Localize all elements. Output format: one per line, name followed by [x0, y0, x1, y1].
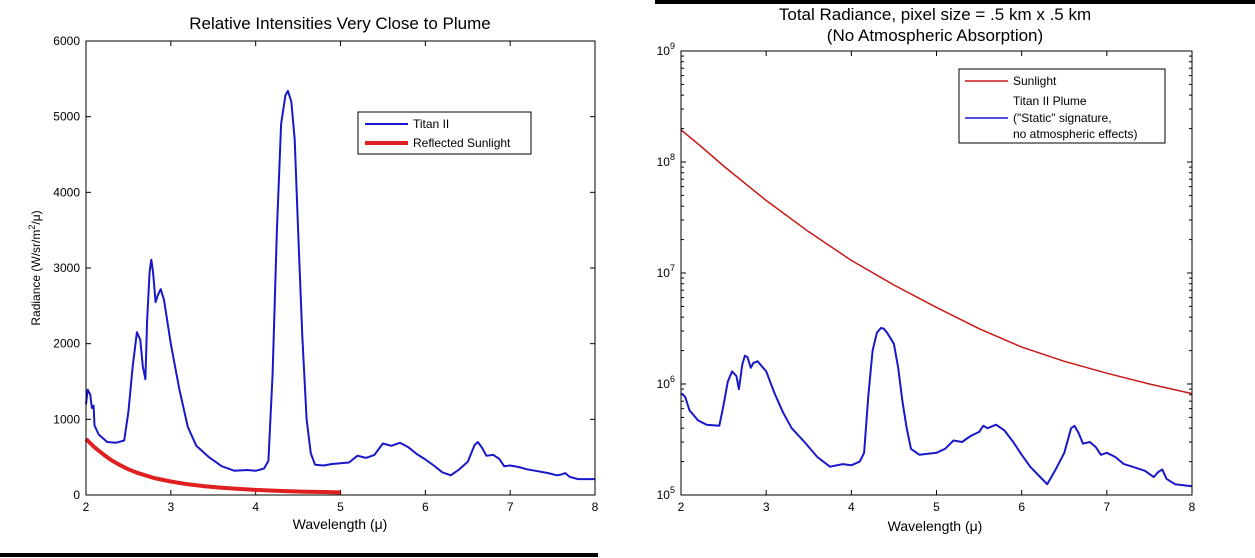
x-tick-label: 5: [337, 500, 344, 514]
legend: Sunlight Titan II Plume ("Static" signat…: [958, 68, 1166, 144]
x-tick-label: 4: [252, 500, 259, 514]
y-tick-label-exponent: 8: [670, 152, 675, 162]
y-tick-label-base: 10: [657, 266, 671, 280]
x-tick-label: 8: [1189, 500, 1196, 514]
y-tick-label: 3000: [53, 261, 80, 275]
plot-frame: [680, 50, 1193, 496]
legend-label-titan-ii-plume-line: Titan II Plume: [1013, 94, 1087, 108]
series-line-titan-ii-plume: [680, 326, 1193, 488]
series-line-sunlight: [680, 129, 1193, 395]
legend-label-sunlight: Sunlight: [1013, 74, 1057, 88]
x-tick-label: 2: [83, 500, 90, 514]
x-tick-label: 3: [763, 500, 770, 514]
y-tick-label: 107: [657, 263, 675, 280]
y-tick-label: 5000: [53, 110, 80, 124]
y-axis-label-superscript: 2: [27, 225, 37, 230]
chart-title: Relative Intensities Very Close to Plume: [189, 14, 490, 33]
x-tick-label: 6: [1018, 500, 1025, 514]
chart-title-line: (No Atmospheric Absorption): [827, 26, 1043, 45]
x-tick-label: 7: [507, 500, 514, 514]
y-tick-label: 0: [73, 488, 80, 502]
series-line-reflected-sunlight: [84, 437, 341, 495]
y-tick-label-exponent: 9: [670, 41, 675, 51]
chart-relative-intensities: Relative Intensities Very Close to Plume…: [27, 14, 599, 532]
x-axis-label: Wavelength (μ): [888, 518, 983, 534]
y-tick-label: 6000: [53, 34, 80, 48]
y-tick-label: 106: [657, 374, 675, 391]
y-tick-label-base: 10: [657, 44, 671, 58]
y-tick-label-exponent: 5: [670, 485, 675, 495]
y-tick-label: 105: [657, 485, 675, 502]
tick-group: 2 3 4 5 6 7 8 0 1000 2000 3000 4000 5000 6000: [53, 34, 598, 514]
y-tick-label: 2000: [53, 337, 80, 351]
y-axis-label-part: Radiance (W/sr/m: [29, 230, 43, 326]
y-axis-label: Radiance (W/sr/m2/μ): [27, 210, 43, 325]
x-tick-label: 6: [422, 500, 429, 514]
y-tick-label: 4000: [53, 185, 80, 199]
legend-box: [357, 111, 532, 155]
legend-label-reflected-sunlight: Reflected Sunlight: [413, 136, 511, 150]
chart-title-line: Total Radiance, pixel size = .5 km x .5 …: [779, 5, 1091, 24]
legend-label-titan-ii-plume-line: ("Static" signature,: [1013, 111, 1112, 125]
x-tick-label: 2: [678, 500, 685, 514]
y-tick-label-exponent: 6: [670, 374, 675, 384]
x-tick-label: 5: [933, 500, 940, 514]
plot-frame: [85, 40, 596, 496]
y-tick-label: 1000: [53, 412, 80, 426]
legend-label-titan-ii: Titan II: [413, 117, 449, 131]
y-tick-label: 109: [657, 41, 675, 58]
y-axis-label-part: /μ): [29, 210, 43, 224]
y-tick-label-base: 10: [657, 377, 671, 391]
x-tick-label: 7: [1103, 500, 1110, 514]
series-line-titan-ii: [85, 89, 595, 481]
legend-label-titan-ii-plume-line: no atmospheric effects): [1013, 127, 1138, 141]
x-tick-label: 3: [167, 500, 174, 514]
y-tick-label-base: 10: [657, 488, 671, 502]
y-tick-label-base: 10: [657, 155, 671, 169]
series-group: [680, 129, 1193, 488]
x-tick-label: 8: [592, 500, 599, 514]
series-group: [84, 89, 595, 495]
y-tick-label: 108: [657, 152, 675, 169]
legend: Titan II Reflected Sunlight: [357, 111, 532, 155]
bottom-left-divider: [0, 553, 598, 557]
chart-total-radiance: Total Radiance, pixel size = .5 km x .5 …: [657, 5, 1196, 534]
y-tick-label-exponent: 7: [670, 263, 675, 273]
x-axis-label: Wavelength (μ): [293, 516, 388, 532]
top-right-divider: [655, 0, 1255, 4]
x-tick-label: 4: [848, 500, 855, 514]
